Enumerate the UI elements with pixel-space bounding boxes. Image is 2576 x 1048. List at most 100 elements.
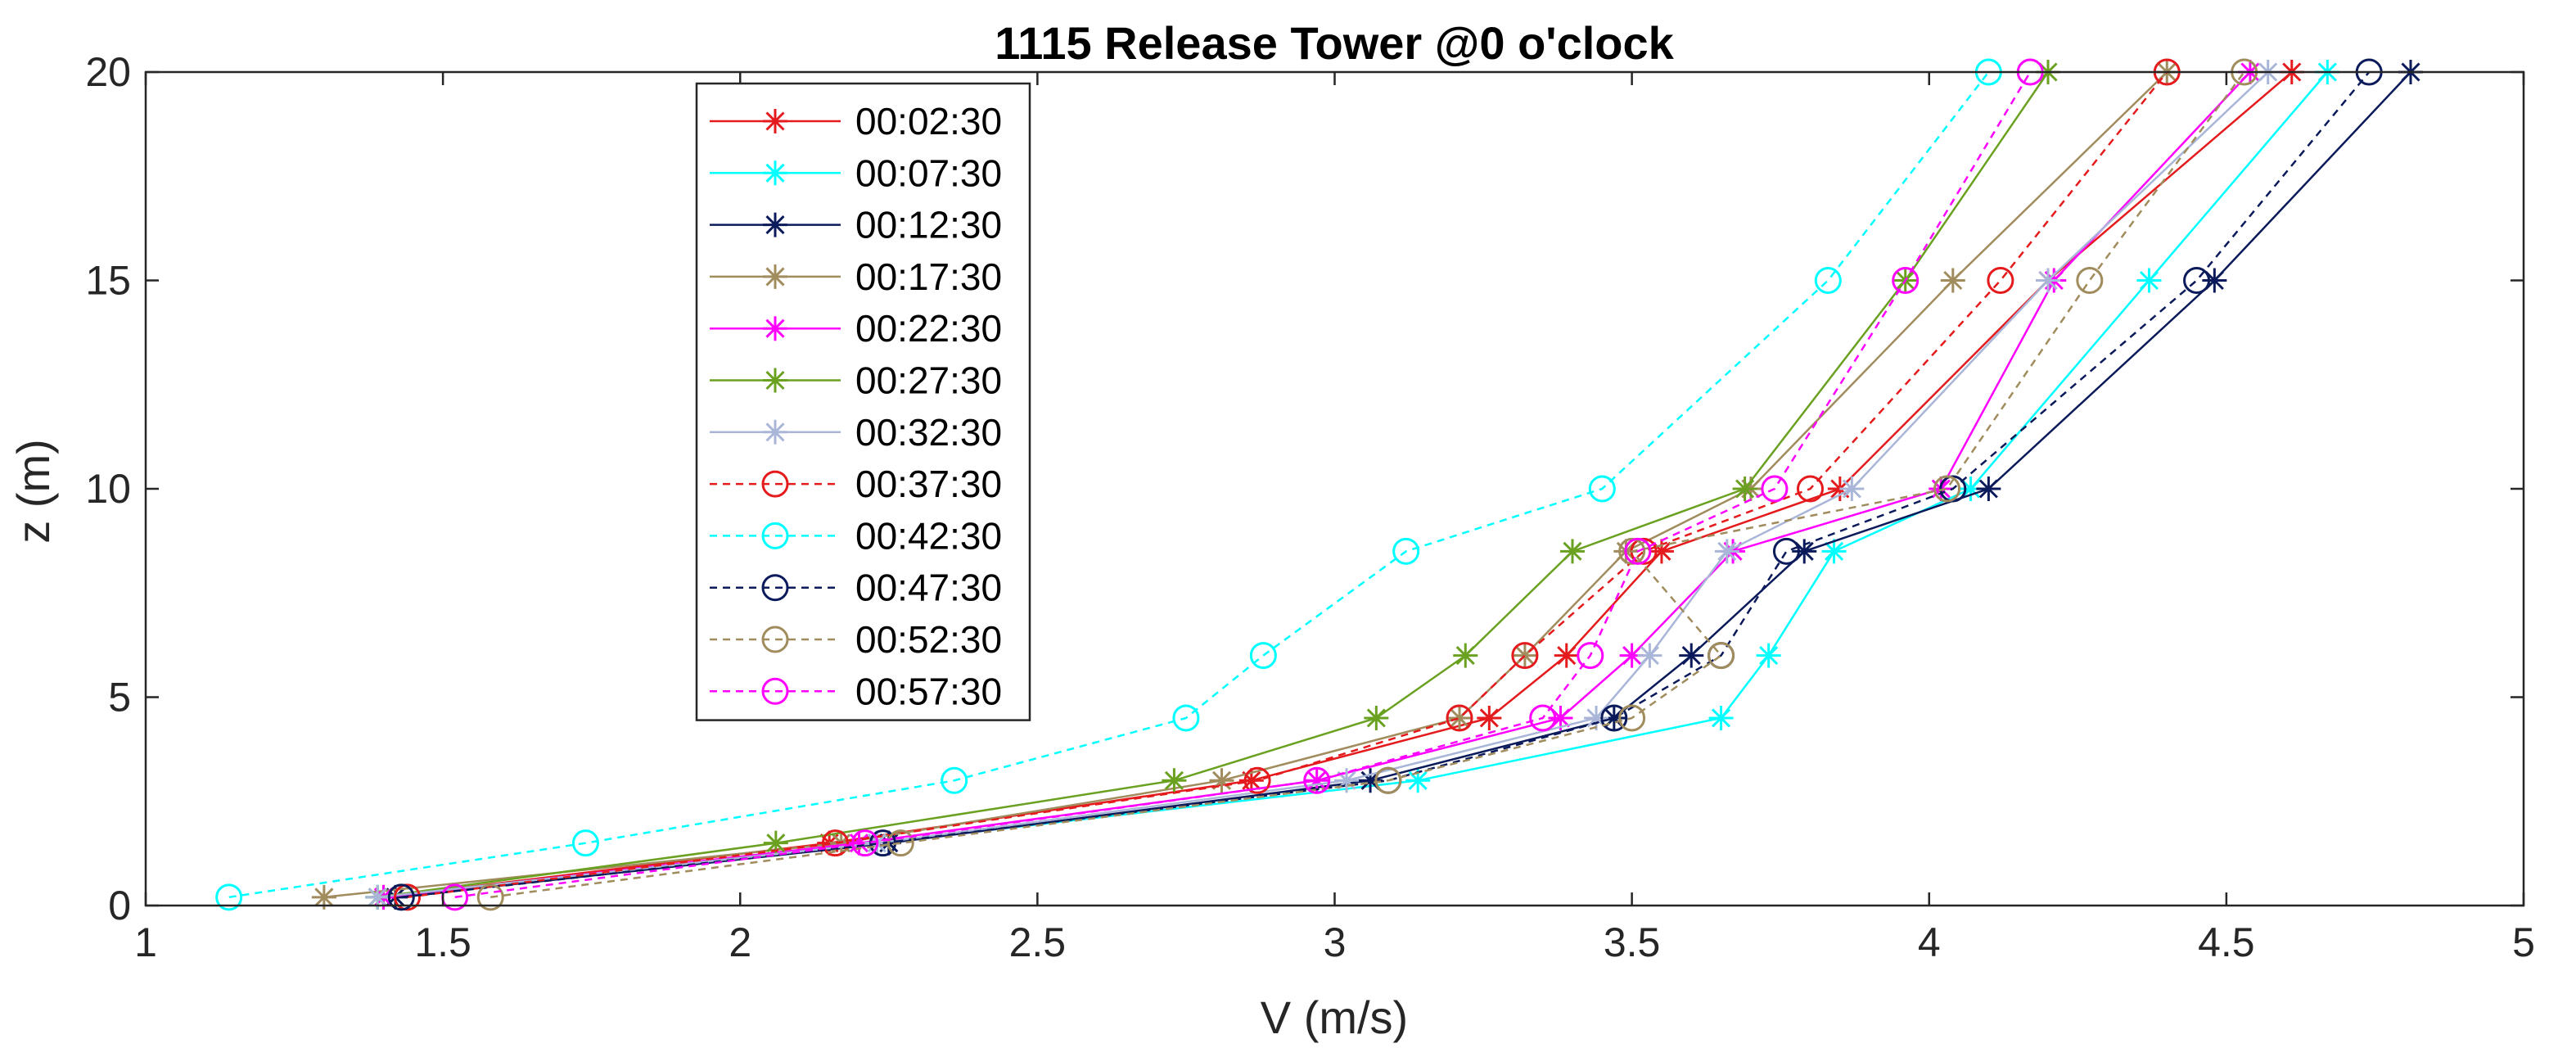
plot-background xyxy=(146,72,2524,906)
data-point xyxy=(1446,704,1473,732)
legend-marker xyxy=(761,677,789,705)
legend-marker xyxy=(763,212,787,237)
data-point xyxy=(1756,643,1781,668)
series-line xyxy=(454,71,2032,899)
data-point xyxy=(886,829,914,857)
series-00-57-30 xyxy=(441,58,2044,911)
data-point xyxy=(941,766,968,794)
data-point xyxy=(1162,768,1187,793)
x-tick-label: 3.5 xyxy=(1604,919,1661,965)
data-point xyxy=(1588,475,1616,503)
data-point xyxy=(851,829,879,857)
legend-entry: 00:37:30 xyxy=(710,463,1002,505)
y-tick-label: 0 xyxy=(108,883,131,928)
data-point xyxy=(1814,267,1842,294)
legend-entry: 00:12:30 xyxy=(710,204,1002,246)
x-tick-label: 4 xyxy=(1918,919,1941,965)
data-point xyxy=(1649,539,1674,564)
data-point xyxy=(1618,704,1646,732)
legend-marker xyxy=(763,316,787,341)
legend-marker xyxy=(763,109,787,133)
data-point xyxy=(387,883,415,911)
data-point xyxy=(1637,643,1662,668)
legend-entry: 00:57:30 xyxy=(710,670,1002,712)
x-axis-label: V (m/s) xyxy=(1261,992,1408,1043)
legend-marker xyxy=(761,574,789,602)
data-point xyxy=(1601,705,1626,730)
data-point xyxy=(1821,539,1847,564)
data-point xyxy=(2136,268,2162,293)
axes: 1 1.5 2 2.5 3 3.5 4 4.5 5 0 5 10 15 20 xyxy=(85,49,2535,965)
data-point xyxy=(1732,477,1757,501)
data-point xyxy=(1453,643,1478,668)
x-tick-label: 1 xyxy=(134,919,157,965)
series-00-42-30 xyxy=(215,58,2002,911)
legend-marker xyxy=(761,522,789,549)
legend-entry: 00:47:30 xyxy=(710,567,1002,609)
legend-label: 00:42:30 xyxy=(855,514,1002,557)
data-point xyxy=(571,829,599,857)
data-point xyxy=(1792,539,1817,564)
legend-marker xyxy=(763,419,787,445)
data-point xyxy=(1708,705,1734,730)
data-point xyxy=(1512,643,1537,668)
data-point xyxy=(1303,766,1331,794)
data-point xyxy=(2202,268,2227,293)
series-line xyxy=(401,71,2371,899)
data-point xyxy=(1761,475,1789,503)
data-point xyxy=(1933,475,1961,503)
data-point xyxy=(1209,768,1234,793)
series-layer xyxy=(215,58,2424,911)
x-tick-label: 5 xyxy=(2512,919,2535,965)
legend-label: 00:32:30 xyxy=(855,411,1002,454)
data-point xyxy=(1892,267,1920,294)
plot-area xyxy=(146,72,2524,906)
legend-label: 00:57:30 xyxy=(855,670,1002,712)
data-point xyxy=(1364,705,1389,730)
series-00-52-30 xyxy=(476,58,2258,911)
data-point xyxy=(1987,267,2014,294)
data-point xyxy=(1447,705,1473,730)
legend-entry: 00:07:30 xyxy=(710,151,1002,194)
legend-entry: 00:17:30 xyxy=(710,255,1002,298)
x-tick-label: 2.5 xyxy=(1009,919,1067,965)
data-point xyxy=(1976,477,2001,501)
data-point xyxy=(1624,537,1652,565)
x-tick-label: 4.5 xyxy=(2198,919,2255,965)
x-tick-label: 3 xyxy=(1324,919,1347,965)
data-point xyxy=(1600,704,1628,732)
data-point xyxy=(1577,642,1604,670)
legend-label: 00:02:30 xyxy=(855,100,1002,142)
legend-label: 00:22:30 xyxy=(855,307,1002,350)
legend-marker xyxy=(763,160,787,186)
legend-label: 00:07:30 xyxy=(855,151,1002,194)
data-point xyxy=(1619,643,1644,668)
y-tick-label: 10 xyxy=(85,466,131,512)
legend-label: 00:12:30 xyxy=(855,204,1002,246)
data-point xyxy=(1374,766,1402,794)
legend-label: 00:17:30 xyxy=(855,255,1002,298)
data-point xyxy=(394,883,422,911)
data-point xyxy=(1334,768,1360,793)
data-point xyxy=(1249,642,1277,670)
series-line xyxy=(228,71,1990,899)
data-point xyxy=(2183,267,2211,294)
data-point xyxy=(1708,642,1735,670)
legend-entry: 00:02:30 xyxy=(710,100,1002,142)
data-point xyxy=(821,829,849,857)
data-point xyxy=(1584,705,1609,730)
legend-label: 00:52:30 xyxy=(855,618,1002,661)
chart-title: 1115 Release Tower @0 o'clock xyxy=(995,17,1674,69)
legend: 00:02:30 00:07:30 00:12:30 00:17:30 00:22:30… xyxy=(695,82,1031,721)
legend-marker xyxy=(763,368,787,393)
data-point xyxy=(2036,268,2060,293)
legend-entry: 00:42:30 xyxy=(710,514,1002,557)
y-tick-label: 5 xyxy=(108,675,131,720)
legend-entry: 00:27:30 xyxy=(710,359,1002,402)
data-point xyxy=(1839,477,1865,501)
data-point xyxy=(763,830,788,856)
legend-entry: 00:22:30 xyxy=(710,307,1002,350)
legend-box xyxy=(695,82,1031,721)
data-point xyxy=(1392,537,1420,565)
